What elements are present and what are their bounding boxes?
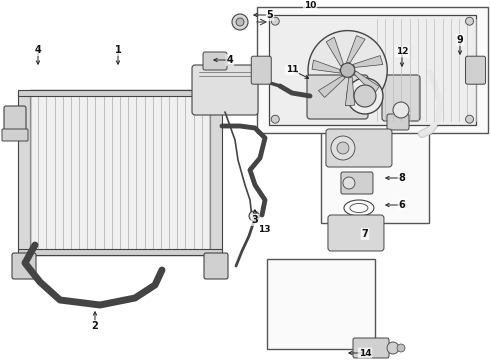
FancyBboxPatch shape bbox=[341, 172, 373, 194]
Circle shape bbox=[466, 17, 473, 25]
FancyBboxPatch shape bbox=[12, 253, 36, 279]
Circle shape bbox=[271, 17, 279, 25]
Circle shape bbox=[397, 344, 405, 352]
Bar bbox=[210, 94, 222, 251]
Text: 2: 2 bbox=[92, 321, 98, 331]
FancyBboxPatch shape bbox=[382, 75, 420, 121]
Circle shape bbox=[343, 177, 355, 189]
Circle shape bbox=[232, 14, 248, 30]
Circle shape bbox=[337, 142, 349, 154]
FancyBboxPatch shape bbox=[326, 129, 392, 167]
Polygon shape bbox=[318, 76, 345, 98]
Circle shape bbox=[331, 136, 355, 160]
FancyBboxPatch shape bbox=[307, 75, 368, 119]
FancyBboxPatch shape bbox=[328, 215, 384, 251]
Bar bbox=[18, 90, 222, 96]
Text: 12: 12 bbox=[396, 48, 408, 57]
Circle shape bbox=[354, 85, 376, 107]
FancyBboxPatch shape bbox=[4, 106, 26, 134]
Polygon shape bbox=[312, 60, 340, 73]
FancyBboxPatch shape bbox=[466, 56, 486, 84]
Text: 13: 13 bbox=[258, 225, 270, 234]
Polygon shape bbox=[353, 55, 383, 67]
Bar bbox=[269, 15, 476, 125]
Circle shape bbox=[249, 211, 259, 221]
Circle shape bbox=[347, 78, 383, 114]
Polygon shape bbox=[354, 71, 379, 94]
Circle shape bbox=[393, 102, 409, 118]
Text: 10: 10 bbox=[304, 0, 316, 9]
Text: 11: 11 bbox=[286, 66, 298, 75]
FancyBboxPatch shape bbox=[251, 56, 271, 84]
Text: 4: 4 bbox=[35, 45, 41, 55]
Polygon shape bbox=[346, 36, 365, 63]
Text: 6: 6 bbox=[399, 200, 405, 210]
FancyBboxPatch shape bbox=[192, 65, 258, 115]
Bar bbox=[18, 94, 30, 251]
Bar bbox=[321, 126, 429, 223]
Text: 14: 14 bbox=[359, 348, 371, 357]
Text: 9: 9 bbox=[457, 35, 464, 45]
Bar bbox=[18, 249, 222, 255]
Circle shape bbox=[341, 63, 355, 77]
Text: 3: 3 bbox=[252, 215, 258, 225]
Text: 4: 4 bbox=[227, 55, 233, 65]
Circle shape bbox=[271, 115, 279, 123]
Bar bbox=[257, 7, 488, 133]
Polygon shape bbox=[345, 77, 355, 106]
Bar bbox=[267, 259, 375, 349]
Text: 5: 5 bbox=[267, 10, 273, 20]
FancyBboxPatch shape bbox=[387, 114, 409, 130]
Circle shape bbox=[466, 115, 473, 123]
Polygon shape bbox=[326, 37, 343, 66]
Circle shape bbox=[387, 342, 399, 354]
Bar bbox=[30, 90, 210, 255]
Text: 7: 7 bbox=[362, 229, 368, 239]
FancyBboxPatch shape bbox=[353, 338, 389, 358]
Circle shape bbox=[308, 31, 387, 110]
Text: 1: 1 bbox=[115, 45, 122, 55]
FancyBboxPatch shape bbox=[204, 253, 228, 279]
Circle shape bbox=[236, 18, 244, 26]
Text: 8: 8 bbox=[398, 173, 405, 183]
FancyBboxPatch shape bbox=[203, 52, 227, 70]
FancyBboxPatch shape bbox=[2, 129, 28, 141]
